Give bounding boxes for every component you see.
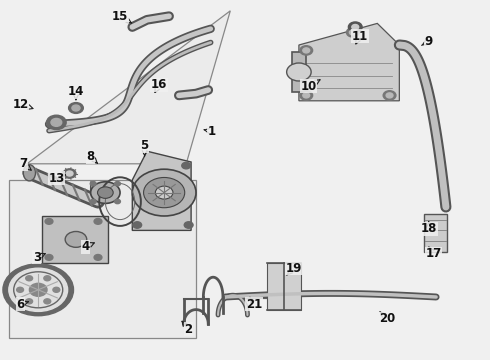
Text: 15: 15 [112, 10, 131, 23]
Text: 2: 2 [182, 321, 193, 336]
Text: 3: 3 [33, 251, 45, 264]
Circle shape [94, 255, 102, 260]
Circle shape [91, 182, 120, 203]
Circle shape [303, 93, 310, 98]
Text: 11: 11 [352, 30, 368, 44]
Text: 20: 20 [379, 311, 395, 325]
Circle shape [63, 169, 76, 178]
Circle shape [133, 222, 142, 228]
Circle shape [349, 30, 356, 35]
Text: 10: 10 [300, 80, 320, 93]
Circle shape [144, 177, 185, 208]
Circle shape [72, 105, 80, 111]
Circle shape [115, 199, 121, 204]
Circle shape [17, 287, 24, 292]
Circle shape [303, 48, 310, 53]
Circle shape [26, 276, 32, 281]
Circle shape [300, 91, 313, 100]
Circle shape [300, 46, 313, 55]
Circle shape [115, 181, 121, 186]
Bar [9, 180, 196, 338]
Circle shape [386, 93, 393, 98]
Circle shape [45, 219, 53, 224]
Circle shape [29, 283, 47, 296]
Circle shape [66, 171, 73, 176]
Circle shape [45, 255, 53, 260]
Text: 13: 13 [48, 172, 65, 185]
Circle shape [182, 162, 191, 169]
Circle shape [98, 187, 113, 198]
Circle shape [53, 287, 60, 292]
Circle shape [287, 63, 311, 81]
Circle shape [383, 91, 396, 100]
Text: 19: 19 [286, 262, 302, 275]
Bar [424, 214, 447, 252]
Circle shape [90, 199, 96, 204]
Circle shape [51, 118, 62, 126]
Polygon shape [42, 216, 108, 263]
Circle shape [90, 181, 96, 186]
Circle shape [155, 186, 173, 199]
Circle shape [184, 222, 193, 228]
Text: 5: 5 [141, 139, 148, 156]
Ellipse shape [24, 165, 36, 181]
Circle shape [132, 169, 196, 216]
Text: 6: 6 [17, 298, 28, 311]
Circle shape [25, 299, 32, 304]
Polygon shape [299, 23, 399, 101]
Circle shape [9, 268, 68, 311]
Text: 8: 8 [87, 150, 98, 163]
Polygon shape [27, 11, 230, 164]
Circle shape [44, 299, 51, 304]
Circle shape [3, 264, 73, 316]
Text: 4: 4 [82, 240, 94, 253]
Circle shape [94, 219, 102, 224]
Circle shape [44, 276, 51, 281]
Text: 12: 12 [12, 98, 33, 111]
Circle shape [348, 22, 362, 32]
Polygon shape [132, 151, 191, 230]
Circle shape [69, 103, 83, 113]
Text: 7: 7 [20, 157, 31, 170]
Polygon shape [91, 182, 105, 200]
Text: 1: 1 [204, 125, 216, 138]
Text: 16: 16 [151, 78, 168, 93]
Text: 21: 21 [245, 297, 262, 311]
Circle shape [352, 24, 359, 30]
Circle shape [65, 231, 87, 247]
Polygon shape [292, 52, 306, 92]
Text: 18: 18 [420, 221, 437, 235]
Circle shape [346, 28, 359, 37]
Text: 9: 9 [421, 35, 433, 48]
Text: 17: 17 [425, 247, 442, 260]
Circle shape [47, 115, 66, 130]
Text: 14: 14 [68, 85, 84, 100]
Bar [267, 263, 301, 310]
